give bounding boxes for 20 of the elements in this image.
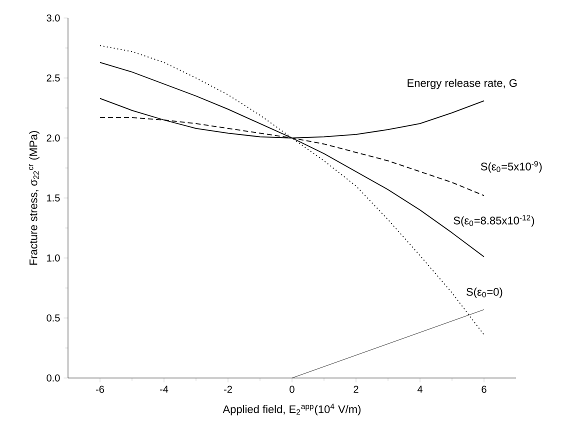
y-tick-label: 1.0 (47, 254, 60, 262)
x-tick-label: -2 (224, 386, 232, 393)
series-label: S(ε$_{0}$=8.85x10$^{-12}$) (454, 214, 534, 227)
y-tick-label: 0.0 (46, 374, 60, 382)
y-tick-label: 2.5 (46, 74, 60, 82)
x-tick-label: 6 (482, 386, 486, 393)
x-axis-title: Applied field, E$_{2}$$^{app}$(10$^{4}$ V/m) (222, 404, 361, 416)
y-tick-label: 0.5 (46, 314, 60, 322)
x-tick-label: 2 (354, 386, 358, 393)
x-tick-label: -6 (96, 386, 104, 393)
x-tick-label: -4 (160, 386, 168, 393)
text: Energy release rate, G (408, 78, 517, 90)
y-tick-label: 2.0 (46, 134, 60, 142)
y-tick-label: 3.0 (46, 14, 60, 22)
series-label: S(ε$_{0}$=0) (466, 288, 502, 298)
x-tick-label: 0 (290, 386, 294, 393)
y-axis-title: Fracture stress, σ$_{22}$$^{cr}$ (MPa) (29, 131, 40, 265)
x-tick-label: 4 (417, 386, 422, 393)
y-tick-label: 1.5 (47, 194, 60, 202)
series-label: S(ε$_{0}$=5x10$^{-9}$) (480, 160, 542, 173)
